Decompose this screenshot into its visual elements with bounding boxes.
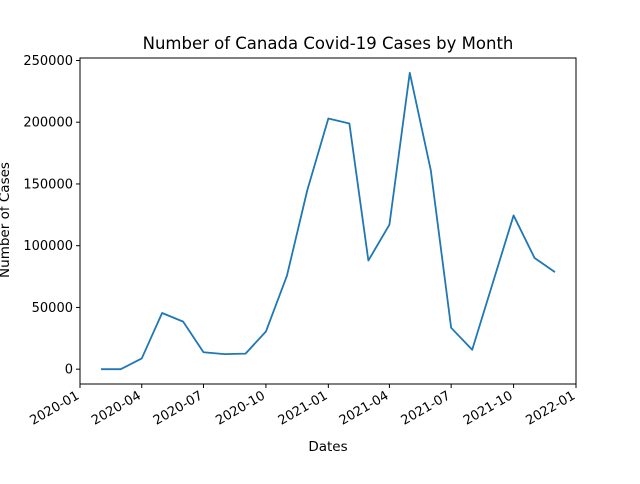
chart-title: Number of Canada Covid-19 Cases by Month bbox=[143, 34, 514, 53]
y-tick-label: 0 bbox=[65, 363, 73, 378]
y-tick-label: 200000 bbox=[23, 116, 73, 131]
y-tick-label: 50000 bbox=[32, 301, 73, 316]
y-tick-label: 100000 bbox=[23, 239, 73, 254]
x-axis-label: Dates bbox=[308, 439, 347, 455]
y-tick-label: 250000 bbox=[23, 54, 73, 69]
y-tick-label: 150000 bbox=[23, 177, 73, 192]
y-axis-label: Number of Cases bbox=[0, 162, 13, 278]
